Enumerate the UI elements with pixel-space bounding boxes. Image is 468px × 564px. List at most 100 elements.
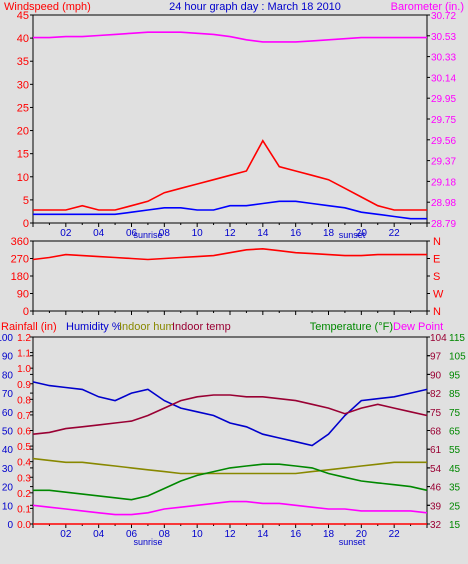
panel1-right-axis-title: Barometer (in.) — [391, 1, 464, 13]
humidity-axis-title: Humidity % — [66, 321, 122, 333]
panel3-rain-tick-label: 0.3 — [17, 473, 31, 484]
panel2-compass-tick-label: S — [433, 271, 440, 283]
panel3-rain-tick-label: 0.5 — [17, 442, 31, 453]
panel2-direction-tick-label: 270 — [11, 254, 29, 266]
panel1-windspeed-tick-label: 25 — [17, 102, 29, 114]
panel3-indoor-temp-tick-label: 61 — [430, 445, 442, 456]
panel3-sunset-label: sunset — [339, 537, 366, 547]
panel2-compass-tick-label: N — [433, 236, 441, 248]
panel3-dew-point-line — [32, 500, 428, 516]
rainfall-axis-title: Rainfall (in) — [1, 321, 57, 333]
panel1-plot-area — [32, 14, 428, 224]
panel3-x-tick-label: 10 — [192, 529, 204, 540]
panel3-humidity-tick-label: 20 — [2, 483, 14, 494]
panel1-x-tick-label: 06 — [126, 228, 138, 239]
panel3-temperature-tick-label: 75 — [449, 408, 461, 419]
panel3-outdoor-humidity-line — [32, 381, 428, 447]
panel1-windspeed-tick-label: 40 — [17, 33, 29, 45]
panel1-barometer-tick-label: 30.72 — [431, 11, 456, 22]
panel3-indoor-temp-tick-label: 39 — [430, 501, 442, 512]
panel3-x-tick-label: 04 — [93, 529, 105, 540]
panel3-ticks: 0.0 0.1 0.2 0.3 0.4 0.5 0.6 0.7 0.8 0.9 1.0 1.1 1.2 0… — [0, 333, 466, 540]
panel1-x-tick-label: 14 — [257, 228, 269, 239]
panel2-series — [32, 247, 427, 261]
panel3-x-tick-label: 20 — [356, 529, 368, 540]
panel3-rain-tick-label: 1.1 — [17, 349, 31, 360]
panel1-sunset-label: sunset — [339, 230, 366, 240]
panel2-direction-tick-label: 180 — [11, 271, 29, 283]
panel3-humidity-tick-label: 50 — [2, 427, 14, 438]
panel3-indoor-temp-tick-label: 82 — [430, 389, 442, 400]
panel3-temperature-tick-label: 25 — [449, 501, 461, 512]
panel3-humidity-tick-label: 90 — [2, 352, 14, 363]
panel1-barometer-tick-label: 30.53 — [431, 32, 456, 43]
panel3-temperature-tick-label: 95 — [449, 370, 461, 381]
page-title: 24 hour graph day : March 18 2010 — [169, 1, 341, 13]
panel2-direction-tick-label: 0 — [23, 306, 29, 318]
panel3-temperature-tick-label: 35 — [449, 483, 461, 494]
panel1-x-tick-label: 02 — [60, 228, 72, 239]
panel3-sunrise-label: sunrise — [133, 537, 162, 547]
panel3-temperature-tick-label: 45 — [449, 464, 461, 475]
panel3-rain-tick-label: 1.2 — [17, 333, 31, 344]
panel3-rain-tick-label: 0.0 — [17, 520, 31, 531]
panel3-rain-tick-label: 0.7 — [17, 411, 31, 422]
panel3-x-tick-label: 02 — [60, 529, 72, 540]
panel3-humidity-tick-label: 100 — [0, 333, 13, 344]
panel1-windspeed-tick-label: 35 — [17, 56, 29, 68]
panel3-humidity-tick-label: 80 — [2, 370, 14, 381]
panel3-rain-tick-label: 0.8 — [17, 395, 31, 406]
panel3-humidity-tick-label: 10 — [2, 501, 14, 512]
panel3-temperature-line — [33, 463, 428, 501]
panel3-temperature-tick-label: 105 — [449, 352, 466, 363]
panel3-temperature-tick-label: 85 — [449, 389, 461, 400]
panel1-x-tick-label: 22 — [389, 228, 401, 239]
panel1-barometer-tick-label: 29.75 — [431, 115, 456, 126]
panel3-temperature-tick-label: 115 — [449, 333, 465, 344]
panel1-windspeed-tick-label: 0 — [23, 218, 29, 230]
panel3-rain-tick-label: 0.2 — [17, 489, 31, 500]
panel1-windspeed-tick-label: 10 — [17, 172, 29, 184]
panel1-barometer-tick-label: 28.98 — [431, 198, 456, 209]
panel2-compass-tick-label: N — [433, 306, 441, 318]
panel1-windspeed-tick-label: 45 — [17, 10, 29, 22]
panel3-humidity-tick-label: 60 — [2, 408, 14, 419]
panel1-barometer-tick-label: 28.79 — [431, 219, 456, 230]
panel3-indoor-temp-tick-label: 54 — [430, 464, 442, 475]
panel3-indoor-temp-tick-label: 97 — [430, 352, 442, 363]
panel1-series — [33, 31, 427, 220]
indoor-temp-axis-title: Indoor temp — [172, 321, 231, 333]
dewpoint-axis-title: Dew Point — [393, 321, 443, 333]
panel1-left-axis-title: Windspeed (mph) — [4, 1, 91, 13]
panel1-windspeed-tick-label: 15 — [17, 149, 29, 161]
panel1-x-tick-label: 18 — [323, 228, 335, 239]
panel1-barometer-tick-label: 30.33 — [431, 53, 456, 64]
panel1-barometer-tick-label: 30.14 — [431, 73, 456, 84]
panel3-rain-tick-label: 1.0 — [17, 364, 31, 375]
panel1-barometer-tick-label: 29.56 — [431, 136, 456, 147]
panel1-x-tick-label: 16 — [290, 228, 302, 239]
panel2-direction-tick-label: 90 — [17, 289, 29, 301]
panel3-x-tick-label: 22 — [389, 529, 401, 540]
panel2-compass-tick-label: E — [433, 254, 440, 266]
panel3-x-tick-label: 12 — [224, 529, 236, 540]
temperature-axis-title: Temperature (°F) — [310, 321, 393, 333]
panel3-temperature-tick-label: 55 — [449, 445, 461, 456]
panel3-x-tick-label: 06 — [126, 529, 138, 540]
panel3-plot-area — [32, 336, 428, 525]
panel1-barometer-tick-label: 29.18 — [431, 177, 456, 188]
panel3-humidity-tick-label: 40 — [2, 445, 14, 456]
panel3-indoor-humidity-line — [32, 457, 427, 475]
panel1-ticks: 0 5 10 15 20 25 30 35 40 45 28.79 28.98 29.18 29.37 29… — [17, 10, 457, 239]
panel1-barometer-tick-label: 29.95 — [431, 94, 456, 105]
indoor-hum-axis-title: Indoor hum — [119, 321, 175, 333]
panel3-humidity-tick-label: 0 — [7, 520, 13, 531]
panel3-rain-tick-label: 0.9 — [17, 380, 31, 391]
panel1-windspeed-tick-label: 5 — [23, 195, 29, 207]
panel3-x-tick-label: 16 — [290, 529, 302, 540]
panel2-wind-direction-line — [32, 247, 427, 261]
panel1-x-tick-label: 10 — [192, 228, 204, 239]
